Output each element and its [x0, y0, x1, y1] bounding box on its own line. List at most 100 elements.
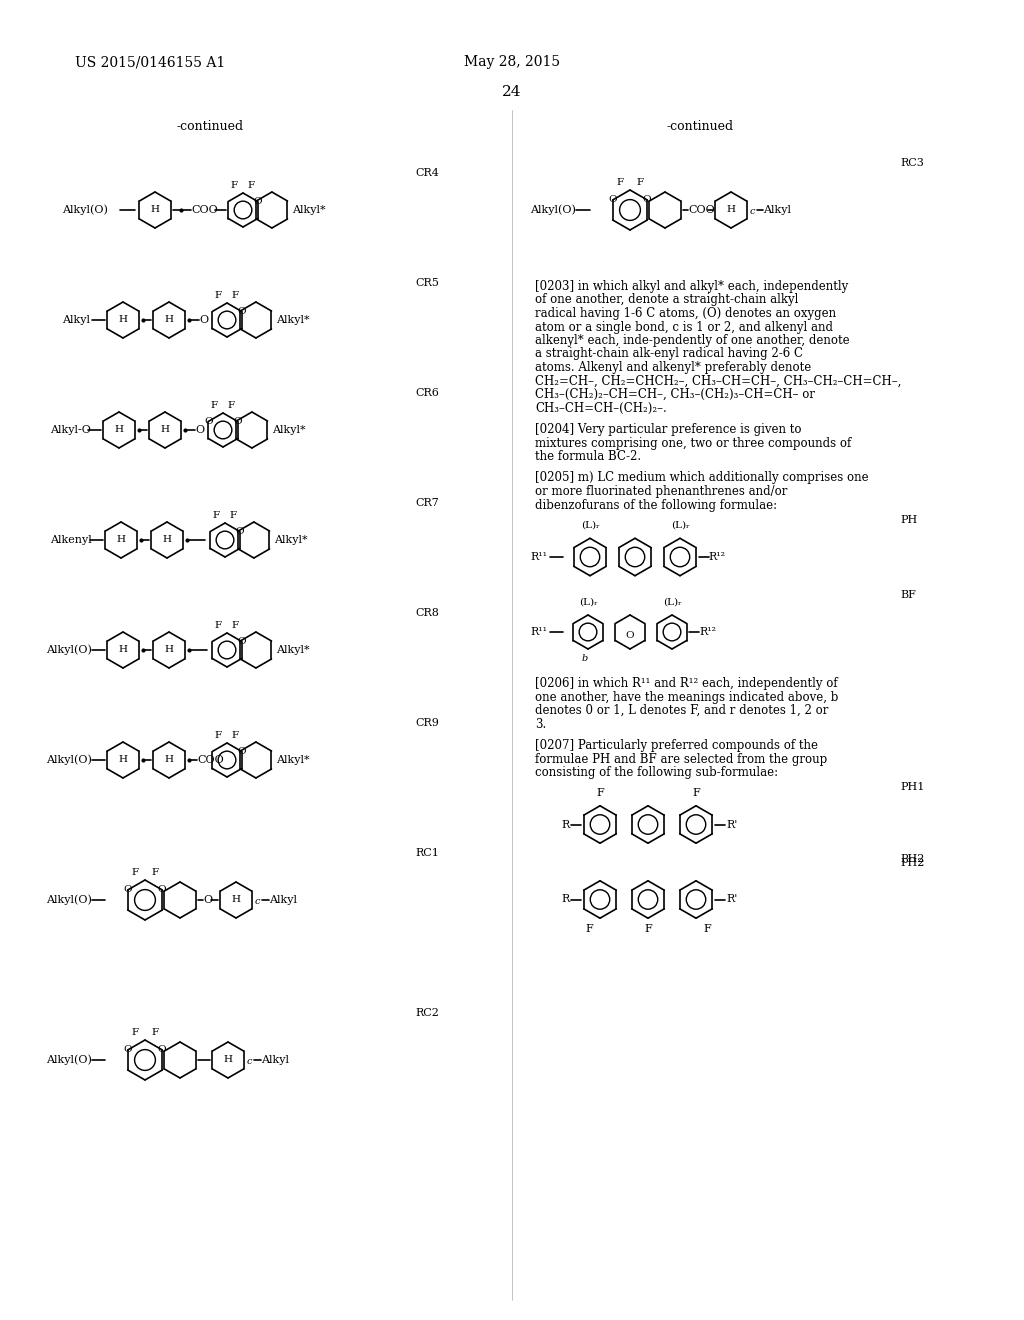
- Text: O: O: [158, 1045, 166, 1055]
- Text: or more fluorinated phenanthrenes and/or: or more fluorinated phenanthrenes and/or: [535, 484, 787, 498]
- Text: F: F: [228, 401, 236, 411]
- Text: PH2: PH2: [900, 858, 925, 867]
- Text: May 28, 2015: May 28, 2015: [464, 55, 560, 69]
- Text: -continued: -continued: [176, 120, 244, 133]
- Text: O: O: [238, 638, 246, 645]
- Text: F: F: [637, 178, 643, 187]
- Text: [0205] m) LC medium which additionally comprises one: [0205] m) LC medium which additionally c…: [535, 471, 868, 484]
- Text: CR8: CR8: [415, 609, 439, 618]
- Text: F: F: [152, 1028, 159, 1038]
- Text: F: F: [596, 788, 604, 799]
- Text: radical having 1-6 C atoms, (O) denotes an oxygen: radical having 1-6 C atoms, (O) denotes …: [535, 308, 837, 319]
- Text: H: H: [165, 315, 173, 325]
- Text: F: F: [230, 511, 238, 520]
- Text: CR7: CR7: [415, 498, 438, 508]
- Text: O: O: [238, 747, 246, 756]
- Text: H: H: [163, 536, 171, 544]
- Text: O: O: [233, 417, 242, 426]
- Text: F: F: [131, 1028, 138, 1038]
- Text: c: c: [255, 898, 260, 907]
- Text: F: F: [211, 401, 218, 411]
- Text: H: H: [165, 755, 173, 764]
- Text: R: R: [561, 820, 569, 829]
- Text: [0203] in which alkyl and alkyl* each, independently: [0203] in which alkyl and alkyl* each, i…: [535, 280, 848, 293]
- Text: RC3: RC3: [900, 158, 924, 168]
- Text: Alkyl(O): Alkyl(O): [46, 895, 92, 906]
- Text: PH2: PH2: [900, 854, 925, 865]
- Text: H: H: [115, 425, 124, 434]
- Text: F: F: [215, 620, 222, 630]
- Text: dibenzofurans of the following formulae:: dibenzofurans of the following formulae:: [535, 499, 777, 511]
- Text: a straight-chain alk-enyl radical having 2-6 C: a straight-chain alk-enyl radical having…: [535, 347, 803, 360]
- Text: F: F: [213, 511, 220, 520]
- Text: O: O: [626, 631, 634, 639]
- Text: CR9: CR9: [415, 718, 439, 729]
- Text: F: F: [616, 178, 624, 187]
- Text: [0207] Particularly preferred compounds of the: [0207] Particularly preferred compounds …: [535, 739, 818, 752]
- Text: O: O: [203, 895, 212, 906]
- Text: alkenyl* each, inde-pendently of one another, denote: alkenyl* each, inde-pendently of one ano…: [535, 334, 850, 347]
- Text: Alkyl*: Alkyl*: [275, 645, 309, 655]
- Text: COO: COO: [688, 205, 715, 215]
- Text: (L)ᵣ: (L)ᵣ: [663, 598, 681, 607]
- Text: O: O: [195, 425, 204, 436]
- Text: (L)ᵣ: (L)ᵣ: [581, 521, 599, 531]
- Text: Alkyl(O): Alkyl(O): [46, 1055, 92, 1065]
- Text: F: F: [232, 731, 239, 741]
- Text: c: c: [750, 207, 756, 216]
- Text: O: O: [236, 527, 244, 536]
- Text: Alkyl(O): Alkyl(O): [530, 205, 575, 215]
- Text: F: F: [152, 869, 159, 876]
- Text: Alkyl: Alkyl: [269, 895, 297, 906]
- Text: R: R: [561, 895, 569, 904]
- Text: O: O: [124, 886, 132, 895]
- Text: atoms. Alkenyl and alkenyl* preferably denote: atoms. Alkenyl and alkenyl* preferably d…: [535, 360, 811, 374]
- Text: O: O: [124, 1045, 132, 1055]
- Text: Alkyl*: Alkyl*: [292, 205, 326, 215]
- Text: [0206] in which R¹¹ and R¹² each, independently of: [0206] in which R¹¹ and R¹² each, indepe…: [535, 677, 838, 690]
- Text: CH₃–(CH₂)₂–CH=CH–, CH₃–(CH₂)₃–CH=CH– or: CH₃–(CH₂)₂–CH=CH–, CH₃–(CH₂)₃–CH=CH– or: [535, 388, 815, 401]
- Text: H: H: [119, 315, 128, 325]
- Text: one another, have the meanings indicated above, b: one another, have the meanings indicated…: [535, 690, 839, 704]
- Text: Alkyl: Alkyl: [261, 1055, 289, 1065]
- Text: c: c: [247, 1057, 253, 1067]
- Text: Alkyl*: Alkyl*: [272, 425, 305, 436]
- Text: COO: COO: [191, 205, 218, 215]
- Text: PH1: PH1: [900, 783, 925, 792]
- Text: consisting of the following sub-formulae:: consisting of the following sub-formulae…: [535, 766, 778, 779]
- Text: O: O: [204, 417, 213, 426]
- Text: (L)ᵣ: (L)ᵣ: [671, 521, 689, 531]
- Text: F: F: [703, 924, 711, 933]
- Text: F: F: [231, 181, 238, 190]
- Text: F: F: [232, 620, 239, 630]
- Text: H: H: [161, 425, 170, 434]
- Text: O: O: [253, 197, 262, 206]
- Text: O: O: [158, 886, 166, 895]
- Text: Alkenyl: Alkenyl: [50, 535, 92, 545]
- Text: atom or a single bond, c is 1 or 2, and alkenyl and: atom or a single bond, c is 1 or 2, and …: [535, 321, 833, 334]
- Text: R¹¹: R¹¹: [530, 627, 547, 638]
- Text: RC2: RC2: [415, 1008, 439, 1018]
- Text: [0204] Very particular preference is given to: [0204] Very particular preference is giv…: [535, 422, 802, 436]
- Text: Alkyl(O): Alkyl(O): [46, 755, 92, 766]
- Text: Alkyl*: Alkyl*: [273, 535, 307, 545]
- Text: Alkyl(O): Alkyl(O): [62, 205, 108, 215]
- Text: CH₃–CH=CH–(CH₂)₂–.: CH₃–CH=CH–(CH₂)₂–.: [535, 401, 667, 414]
- Text: O: O: [238, 308, 246, 315]
- Text: US 2015/0146155 A1: US 2015/0146155 A1: [75, 55, 225, 69]
- Text: denotes 0 or 1, L denotes F, and r denotes 1, 2 or: denotes 0 or 1, L denotes F, and r denot…: [535, 704, 828, 717]
- Text: Alkyl*: Alkyl*: [275, 315, 309, 325]
- Text: Alkyl*: Alkyl*: [275, 755, 309, 766]
- Text: H: H: [231, 895, 241, 904]
- Text: PH: PH: [900, 515, 918, 525]
- Text: H: H: [119, 755, 128, 764]
- Text: COO: COO: [197, 755, 224, 766]
- Text: F: F: [131, 869, 138, 876]
- Text: F: F: [215, 731, 222, 741]
- Text: RC1: RC1: [415, 847, 439, 858]
- Text: of one another, denote a straight-chain alkyl: of one another, denote a straight-chain …: [535, 293, 799, 306]
- Text: R¹²: R¹²: [709, 552, 726, 562]
- Text: BF: BF: [900, 590, 915, 601]
- Text: formulae PH and BF are selected from the group: formulae PH and BF are selected from the…: [535, 752, 827, 766]
- Text: H: H: [119, 645, 128, 655]
